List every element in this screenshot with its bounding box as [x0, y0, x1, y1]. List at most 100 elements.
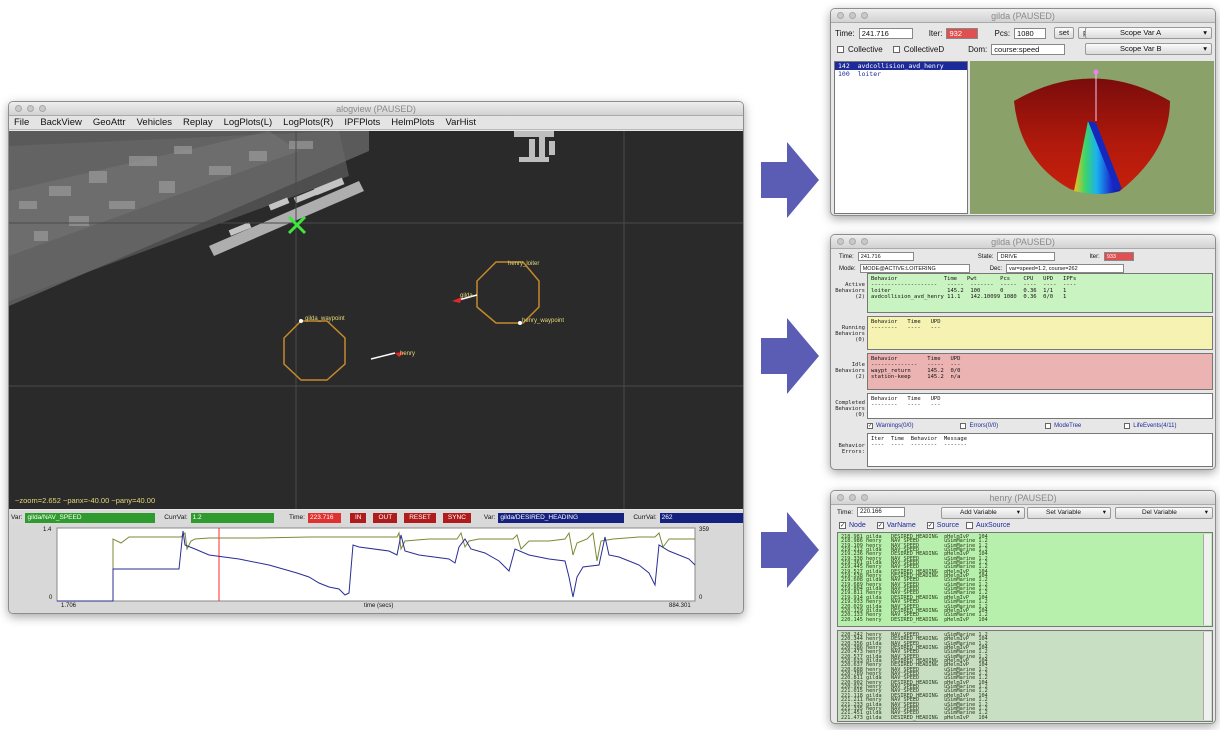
dom-field[interactable]: course:speed	[991, 44, 1066, 55]
scrollbar[interactable]	[1203, 632, 1211, 720]
menu-replay[interactable]: Replay	[183, 117, 213, 128]
window-controls[interactable]	[837, 12, 868, 19]
out-button[interactable]: OUT	[373, 512, 398, 523]
iter-field: 933	[1103, 252, 1134, 261]
menu-ipfplots[interactable]: IPFPlots	[344, 117, 381, 128]
scope-row: 219.445 henry NAV_SPEED uSimMarine 1.2	[841, 564, 988, 571]
iter-label: Iter:	[928, 28, 943, 38]
menu-logplots-l[interactable]: LogPlots(L)	[223, 117, 273, 128]
alogview-titlebar: alogview (PAUSED)	[9, 102, 743, 116]
del-variable-button[interactable]: Del Variable ▾	[1115, 507, 1213, 519]
ipf-peak-marker	[1093, 69, 1099, 75]
helm-titlebar: gilda (PAUSED)	[831, 235, 1215, 249]
y-left-min: 0	[49, 595, 53, 601]
window-controls[interactable]	[837, 494, 868, 501]
warnings-checkbox[interactable]: ✓	[867, 423, 873, 429]
active-behaviors-label: Active Behaviors (2)	[835, 282, 865, 300]
add-variable-button[interactable]: Add Variable ▾	[941, 507, 1025, 519]
window-controls[interactable]	[837, 238, 868, 245]
scope-var-a-label: Scope Var A	[1120, 28, 1162, 37]
node-checkbox[interactable]: ✓	[839, 522, 846, 529]
behavior-item-selected[interactable]: 142 avdcollision_avd_henry	[835, 62, 967, 70]
scope-list-top[interactable]: 218.981 gilda DESIRED_HEADING pHelmIvP 1…	[837, 532, 1213, 627]
set-button[interactable]: set	[1054, 27, 1075, 39]
dec-field: var=speed=1.2, course=262	[1006, 264, 1125, 273]
in-button[interactable]: IN	[349, 512, 367, 523]
warnings-label: Warnings(0/0)	[876, 423, 914, 429]
x-max: 884.301	[669, 603, 691, 609]
ipf-3d-view[interactable]	[970, 61, 1214, 214]
auxsource-checkbox[interactable]	[965, 522, 973, 529]
scope-rows-bottom: 220.242 henry NAV_SPEED uSimMarine 1.2 22…	[838, 631, 1212, 721]
varname-label: VarName	[886, 522, 916, 529]
state-label: State:	[977, 253, 994, 260]
sync-button[interactable]: SYNC	[442, 512, 471, 523]
scope-row: 219.689 henry NAV_SPEED uSimMarine 1.2	[841, 581, 988, 588]
menu-file[interactable]: File	[14, 117, 30, 128]
ipf-check-row: Collective CollectiveD Dom: course:speed	[837, 44, 1066, 55]
scrollbar[interactable]	[1203, 534, 1211, 625]
modetree-label: ModeTree	[1054, 423, 1082, 429]
scope-top-row: Time: 220.166	[837, 507, 906, 517]
gilda-vehicle[interactable]	[452, 297, 462, 303]
chevron-down-icon: ▾	[1203, 44, 1207, 53]
left-var-label: Var:	[11, 514, 23, 521]
menu-logplots-r[interactable]: LogPlots(R)	[283, 117, 334, 128]
lifeevents-checkbox[interactable]	[1124, 423, 1131, 429]
scope-row: 220.386 henry DESIRED_HEADING pHelmIvP 1…	[841, 645, 988, 652]
scope-list-bottom[interactable]: 220.242 henry NAV_SPEED uSimMarine 1.2 22…	[837, 630, 1213, 722]
behavior-item[interactable]: 100 loiter	[838, 70, 882, 78]
window-controls[interactable]	[15, 105, 46, 112]
label-henry: henry	[400, 351, 416, 357]
time-label: Time:	[835, 28, 855, 38]
running-behaviors-label: Running Behaviors (0)	[835, 325, 865, 343]
window-title: gilda (PAUSED)	[991, 237, 1055, 247]
menu-helmplots[interactable]: HelmPlots	[391, 117, 435, 128]
errors-checkbox[interactable]	[960, 423, 967, 429]
menu-backview[interactable]: BackView	[40, 117, 82, 128]
henry-vehicle[interactable]	[395, 352, 405, 357]
scope-row: 219.538 henry DESIRED_HEADING pHelmIvP 1…	[841, 573, 988, 580]
completed-behaviors-label: Completed Behaviors (0)	[835, 400, 865, 418]
scope-row: 219.109 henry NAV_SPEED uSimMarine 1.2	[841, 542, 988, 549]
menu-vehicles[interactable]: Vehicles	[136, 117, 172, 128]
modetree-checkbox[interactable]	[1045, 423, 1052, 429]
time-field[interactable]: 241.716	[858, 27, 913, 39]
label-henry-waypoint: henry_waypoint	[522, 318, 565, 324]
time-label: Time:	[288, 514, 305, 521]
left-var-field[interactable]: gilda/NAV_SPEED	[25, 512, 156, 523]
scope-var-a-select[interactable]: Scope Var A ▾	[1085, 27, 1212, 39]
scope-row: 220.129 gilda DESIRED_HEADING pHelmIvP 1…	[841, 607, 988, 614]
set-variable-label: Set Variable	[1046, 509, 1081, 516]
varname-checkbox[interactable]: ✓	[876, 522, 884, 529]
label-gilda-waypoint: gilda_waypoint	[305, 316, 345, 322]
menu-geoattr[interactable]: GeoAttr	[92, 117, 126, 128]
completed-behaviors-table: Behavior Time UPD -------- ---- ---	[871, 396, 941, 408]
time-field[interactable]: 223.716	[307, 512, 341, 523]
scope-row: 219.804 gilda NAV_SPEED uSimMarine 1.2	[841, 586, 988, 593]
scope-row: 218.986 henry NAV_SPEED uSimMarine 1.2	[841, 538, 988, 545]
alogview-window: alogview (PAUSED) File BackView GeoAttr …	[8, 101, 744, 614]
helm-row-2: Mode: MODE@ACTIVE:LOITERING Dec: var=spe…	[839, 264, 1125, 273]
source-checkbox[interactable]: ✓	[926, 522, 934, 529]
satellite-map[interactable]: henry_loiter henry_waypoint gilda_waypoi…	[9, 131, 743, 509]
right-var-field[interactable]: gilda/DESIRED_HEADING	[498, 512, 625, 523]
reset-button[interactable]: RESET	[404, 512, 436, 523]
collective-checkbox[interactable]	[837, 46, 844, 53]
state-field: DRIVE	[997, 252, 1056, 261]
scope-row: 221.335 henry NAV_SPEED uSimMarine 1.2	[841, 705, 988, 712]
idle-behaviors-label: Idle Behaviors (2)	[835, 362, 865, 380]
behavior-list[interactable]: 142 avdcollision_avd_henry 100 loiter	[834, 61, 968, 214]
collectived-checkbox[interactable]	[892, 46, 900, 53]
time-plot[interactable]: 1.4 0 359 0 1.706 time (secs) 884.301	[9, 525, 743, 613]
behavior-errors-panel: Iter Time Behavior Message ---- ---- ---…	[867, 433, 1213, 467]
scope-var-b-select[interactable]: Scope Var B ▾	[1085, 43, 1212, 55]
chevron-down-icon: ▾	[1016, 509, 1020, 516]
scope-row: 221.211 henry NAV_SPEED uSimMarine 1.2	[841, 697, 988, 704]
scope-titlebar: henry (PAUSED)	[831, 491, 1215, 505]
menu-varhist[interactable]: VarHist	[445, 117, 476, 128]
ipf-canvas	[1014, 69, 1170, 194]
pcs-field: 1080	[1014, 27, 1047, 39]
del-variable-label: Del Variable	[1142, 509, 1177, 516]
set-variable-button[interactable]: Set Variable ▾	[1027, 507, 1111, 519]
